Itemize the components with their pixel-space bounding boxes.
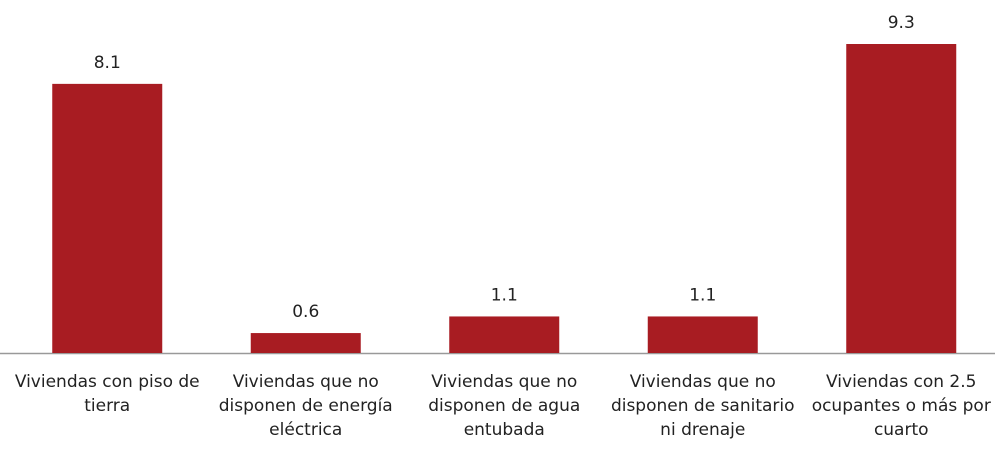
- x-tick-label: Viviendas que no disponen de sanitario n…: [605, 370, 801, 442]
- value-label: 1.1: [491, 285, 518, 305]
- x-tick-label: Viviendas con 2.5 ocupantes o más por cu…: [803, 370, 995, 442]
- value-label: 8.1: [94, 53, 121, 73]
- value-label: 9.3: [888, 13, 915, 33]
- value-label: 1.1: [689, 285, 716, 305]
- bar: [846, 44, 956, 353]
- x-tick-label: Viviendas con piso de tierra: [9, 370, 205, 418]
- bar: [648, 316, 758, 353]
- x-tick-label: Viviendas que no disponen de energía elé…: [208, 370, 404, 442]
- x-tick-label: Viviendas que no disponen de agua entuba…: [406, 370, 602, 442]
- bar: [251, 333, 361, 353]
- bar: [52, 84, 162, 353]
- page: 8.10.61.11.19.3 (() => { const data = JS…: [0, 0, 995, 453]
- value-label: 0.6: [292, 302, 319, 322]
- bar: [449, 316, 559, 353]
